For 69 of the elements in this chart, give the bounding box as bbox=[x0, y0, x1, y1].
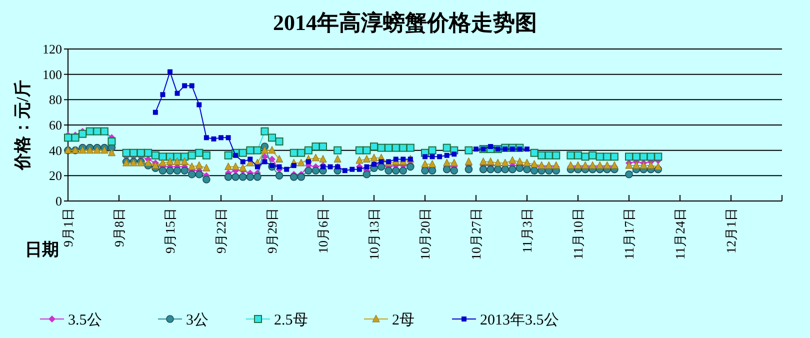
point bbox=[488, 144, 494, 150]
point bbox=[152, 110, 158, 115]
point bbox=[226, 135, 231, 140]
x-tick-label: 10月27日 bbox=[468, 208, 484, 260]
point bbox=[350, 166, 355, 172]
point bbox=[502, 146, 508, 152]
y-tick-label: 60 bbox=[49, 118, 62, 133]
point bbox=[270, 163, 274, 168]
point bbox=[233, 152, 238, 158]
x-tick-label: 10月13日 bbox=[366, 208, 382, 260]
point bbox=[182, 83, 188, 88]
x-tick-label: 11月10日 bbox=[570, 208, 586, 260]
point bbox=[422, 154, 428, 160]
x-axis-title: 日期 bbox=[25, 240, 59, 259]
x-tick-label: 11月17日 bbox=[622, 208, 637, 260]
point bbox=[378, 159, 384, 164]
point bbox=[204, 135, 209, 140]
y-tick-label: 100 bbox=[42, 66, 62, 82]
point bbox=[342, 168, 348, 174]
point bbox=[524, 146, 530, 152]
x-tick-label: 9月22日 bbox=[214, 208, 229, 254]
point bbox=[254, 164, 260, 170]
x-tick-label: 10月20日 bbox=[418, 208, 433, 260]
point bbox=[474, 146, 478, 152]
x-tick-label: 9月1日 bbox=[60, 208, 76, 247]
legend-label: 3.5公 bbox=[68, 311, 102, 328]
point bbox=[306, 159, 311, 164]
y-tick-label: 0 bbox=[56, 194, 62, 209]
x-tick-label: 12月1日 bbox=[724, 208, 739, 254]
point bbox=[240, 159, 246, 164]
y-tick-label: 80 bbox=[49, 92, 62, 108]
point bbox=[430, 154, 435, 160]
x-tick-label: 11月24日 bbox=[672, 208, 688, 260]
point bbox=[364, 164, 370, 170]
point bbox=[189, 83, 194, 88]
point bbox=[262, 159, 268, 164]
x-tick-label: 9月15日 bbox=[162, 208, 178, 254]
y-tick-label: 40 bbox=[49, 142, 62, 158]
point bbox=[196, 102, 202, 108]
point bbox=[437, 154, 442, 160]
point bbox=[248, 156, 253, 162]
x-tick-label: 10月6日 bbox=[316, 208, 331, 254]
y-tick-label: 120 bbox=[42, 42, 62, 57]
point bbox=[444, 152, 450, 158]
point bbox=[400, 156, 406, 162]
point bbox=[211, 136, 216, 142]
legend-label: 2013年3.5公 bbox=[480, 311, 559, 328]
point bbox=[284, 166, 290, 172]
y-axis-title: 价格：元/斤 bbox=[12, 80, 32, 171]
point bbox=[452, 152, 457, 157]
point bbox=[218, 135, 224, 140]
legend-label: 2.5母 bbox=[274, 312, 308, 328]
point bbox=[356, 166, 362, 172]
point bbox=[291, 163, 296, 168]
legend-label: 3公 bbox=[186, 311, 208, 328]
point bbox=[517, 146, 522, 152]
x-tick-label: 9月29日 bbox=[264, 208, 280, 254]
point bbox=[393, 156, 398, 162]
x-tick-label: 11月3日 bbox=[520, 208, 535, 254]
point bbox=[510, 146, 515, 152]
legend-label: 2母 bbox=[392, 312, 414, 328]
y-tick-label: 20 bbox=[49, 168, 62, 184]
point bbox=[174, 90, 180, 96]
chart-title: 2014年高淳螃蟹价格走势图 bbox=[273, 10, 537, 35]
point bbox=[276, 164, 282, 170]
point bbox=[168, 69, 172, 74]
point bbox=[328, 164, 333, 170]
x-tick-label: 9月8日 bbox=[112, 208, 127, 247]
point bbox=[160, 92, 166, 98]
